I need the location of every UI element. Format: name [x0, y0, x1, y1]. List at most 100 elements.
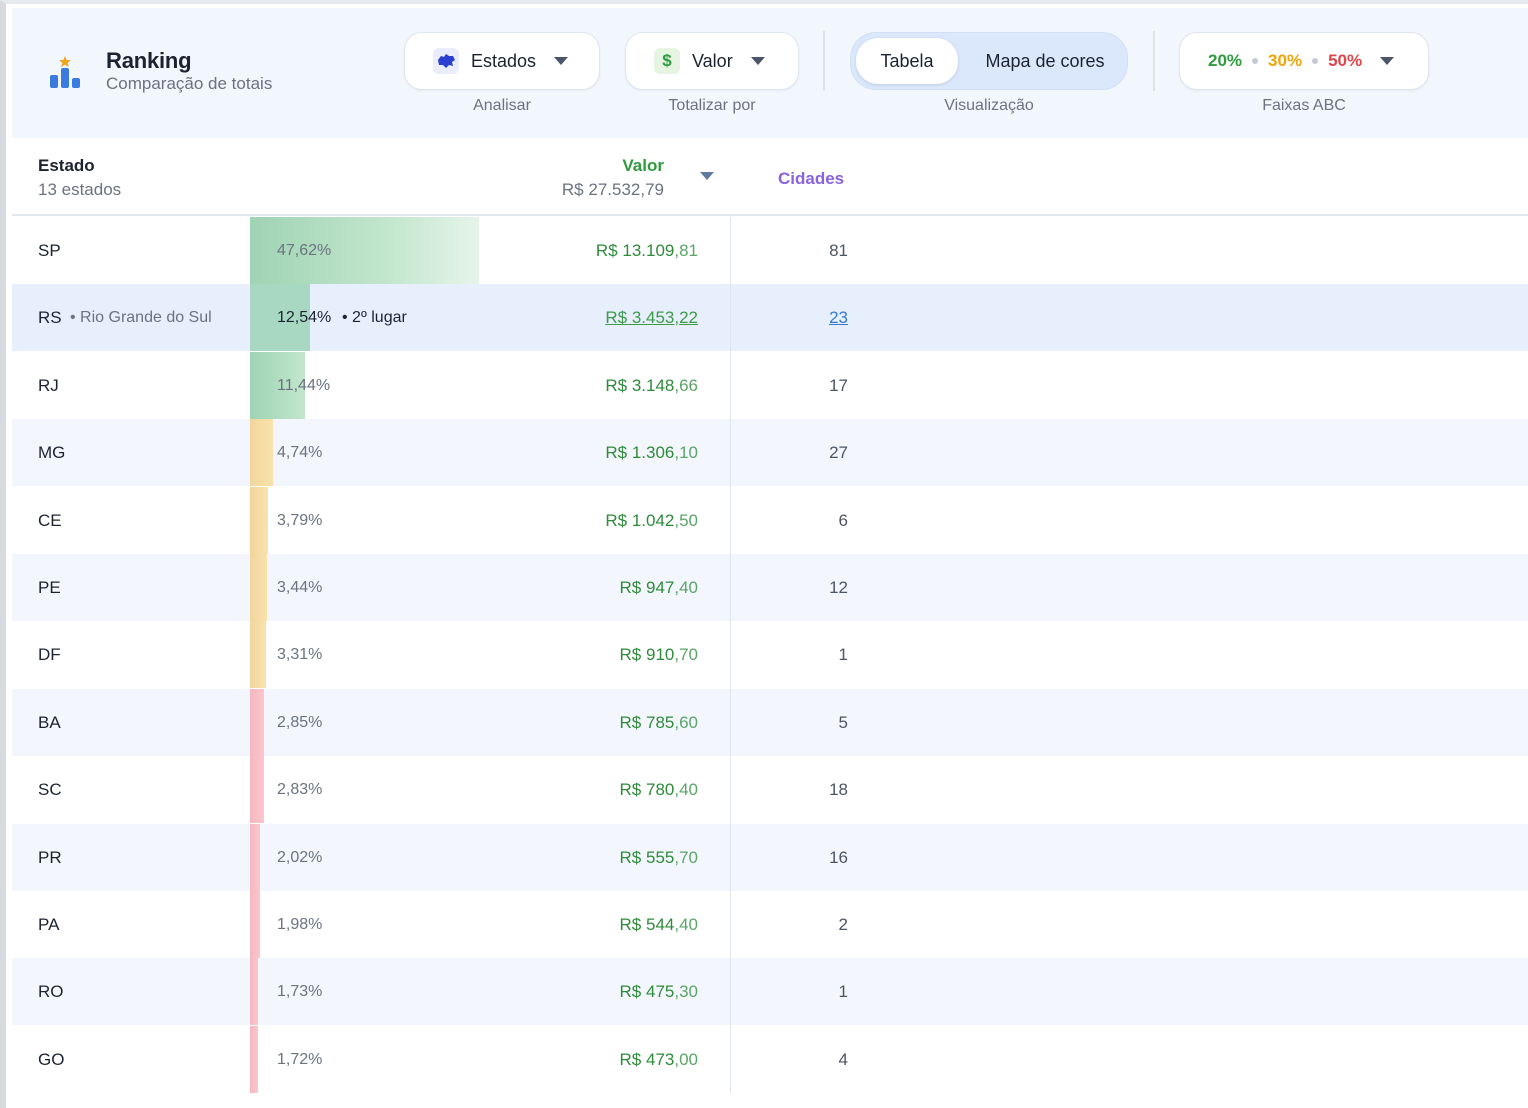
chevron-down-icon [750, 57, 765, 65]
sort-desc-icon[interactable] [700, 172, 714, 180]
table-row[interactable]: RO 1,73% R$ 475,30 1 [12, 958, 1528, 1025]
toolbar: Ranking Comparação de totais Estados Ana… [12, 8, 1528, 138]
cities-count: 81 [829, 241, 848, 260]
share-percent: 1,98% [277, 916, 323, 933]
share-bar [250, 689, 264, 756]
view-option-heatmap[interactable]: Mapa de cores [985, 50, 1105, 71]
share-percent: 4,74% [277, 444, 323, 461]
table-row[interactable]: GO 1,72% R$ 473,00 4 [12, 1026, 1528, 1093]
faixas-caption: Faixas ABC [1262, 97, 1346, 114]
dot-separator [1252, 58, 1259, 64]
share-bar [250, 621, 266, 688]
row-value: R$ 3.148,66 [532, 376, 698, 396]
value-main: R$ 780 [619, 780, 675, 799]
value-cents: ,70 [674, 848, 698, 867]
state-code: SP [38, 241, 61, 260]
state-code: SC [38, 780, 62, 799]
cities-count: 27 [829, 443, 848, 462]
state-code: PA [38, 915, 60, 934]
row-value: R$ 544,40 [532, 915, 698, 935]
share-bar [250, 487, 269, 554]
table-row[interactable]: BA 2,85% R$ 785,60 5 [12, 689, 1528, 756]
chevron-down-icon [1380, 57, 1395, 65]
page-title: Ranking [106, 48, 192, 73]
column-divider [730, 217, 731, 1093]
table-row[interactable]: RJ 11,44% R$ 3.148,66 17 [12, 352, 1528, 419]
state-code: MG [38, 443, 66, 462]
value-main: R$ 13.109 [595, 241, 675, 260]
state-code: RS [38, 308, 62, 327]
table-row[interactable]: PA 1,98% R$ 544,40 2 [12, 891, 1528, 958]
share-percent: 2,83% [277, 781, 323, 798]
band-b-value: 30% [1268, 51, 1303, 70]
divider [823, 31, 825, 91]
page-subtitle: Comparação de totais [106, 74, 273, 93]
value-cents: ,50 [674, 511, 698, 530]
analisar-dropdown[interactable]: Estados [404, 32, 600, 90]
row-value: R$ 473,00 [532, 1050, 698, 1070]
abc-bands-dropdown[interactable]: 20% 30% 50% [1179, 32, 1429, 90]
value-cents: ,81 [674, 241, 698, 260]
share-percent: 1,72% [277, 1051, 323, 1068]
value-main: R$ 785 [619, 713, 675, 732]
share-percent: 3,44% [277, 579, 323, 596]
share-bar [250, 554, 267, 621]
table-header: Estado 13 estados Valor R$ 27.532,79 Cid… [12, 138, 1528, 216]
value-cents: ,40 [674, 915, 698, 934]
value-main: R$ 1.042 [605, 511, 675, 530]
row-value[interactable]: R$ 3.453,22 [532, 308, 698, 328]
share-percent: 2,85% [277, 714, 323, 731]
value-cents: ,70 [674, 645, 698, 664]
row-value: R$ 13.109,81 [532, 241, 698, 261]
share-percent: 2,02% [277, 849, 323, 866]
value-main: R$ 544 [619, 915, 675, 934]
band-a-value: 20% [1208, 51, 1243, 70]
table-row[interactable]: MG 4,74% R$ 1.306,10 27 [12, 419, 1528, 486]
share-bar [250, 891, 260, 958]
share-percent: 1,73% [277, 983, 323, 1000]
column-cidades[interactable]: Cidades [778, 169, 845, 188]
visualizacao-caption: Visualização [944, 97, 1034, 114]
cities-count: 5 [838, 713, 848, 732]
share-bar [250, 284, 311, 351]
row-value: R$ 947,40 [532, 578, 698, 598]
value-cents: ,30 [674, 982, 698, 1001]
analisar-value: Estados [471, 50, 537, 71]
row-value: R$ 555,70 [532, 848, 698, 868]
value-main: R$ 3.453 [605, 308, 675, 327]
table-row[interactable]: DF 3,31% R$ 910,70 1 [12, 621, 1528, 688]
value-cents: ,10 [674, 443, 698, 462]
table-row[interactable]: RS • Rio Grande do Sul 12,54% • 2º lugar R$ … [12, 284, 1528, 351]
table-row[interactable]: PE 3,44% R$ 947,40 12 [12, 554, 1528, 621]
value-main: R$ 910 [619, 645, 675, 664]
row-value: R$ 780,40 [532, 780, 698, 800]
state-code: DF [38, 645, 61, 664]
state-code: CE [38, 511, 62, 530]
cities-count[interactable]: 23 [829, 308, 848, 327]
column-estado[interactable]: Estado [38, 156, 95, 175]
row-value: R$ 475,30 [532, 982, 698, 1002]
totalizar-dropdown[interactable]: $ Valor [625, 32, 799, 90]
cities-count: 12 [829, 578, 848, 597]
cities-count: 4 [838, 1050, 848, 1069]
cities-count: 18 [829, 780, 848, 799]
chevron-down-icon [554, 57, 569, 65]
state-code: RO [38, 982, 64, 1001]
view-option-table[interactable]: Tabela [856, 38, 958, 84]
table-row[interactable]: SC 2,83% R$ 780,40 18 [12, 756, 1528, 823]
cities-count: 6 [838, 511, 848, 530]
value-cents: ,40 [674, 780, 698, 799]
table-row[interactable]: SP 47,62% R$ 13.109,81 81 [12, 217, 1528, 284]
column-valor[interactable]: Valor [622, 156, 664, 175]
table-row[interactable]: CE 3,79% R$ 1.042,50 6 [12, 487, 1528, 554]
state-code: PE [38, 578, 61, 597]
row-value: R$ 1.042,50 [532, 511, 698, 531]
share-bar [250, 1026, 259, 1093]
cities-count: 1 [838, 645, 848, 664]
table-row[interactable]: PR 2,02% R$ 555,70 16 [12, 824, 1528, 891]
value-main: R$ 473 [619, 1050, 675, 1069]
share-percent: 3,79% [277, 512, 323, 529]
state-name: • Rio Grande do Sul [70, 309, 212, 326]
value-cents: ,66 [674, 376, 698, 395]
